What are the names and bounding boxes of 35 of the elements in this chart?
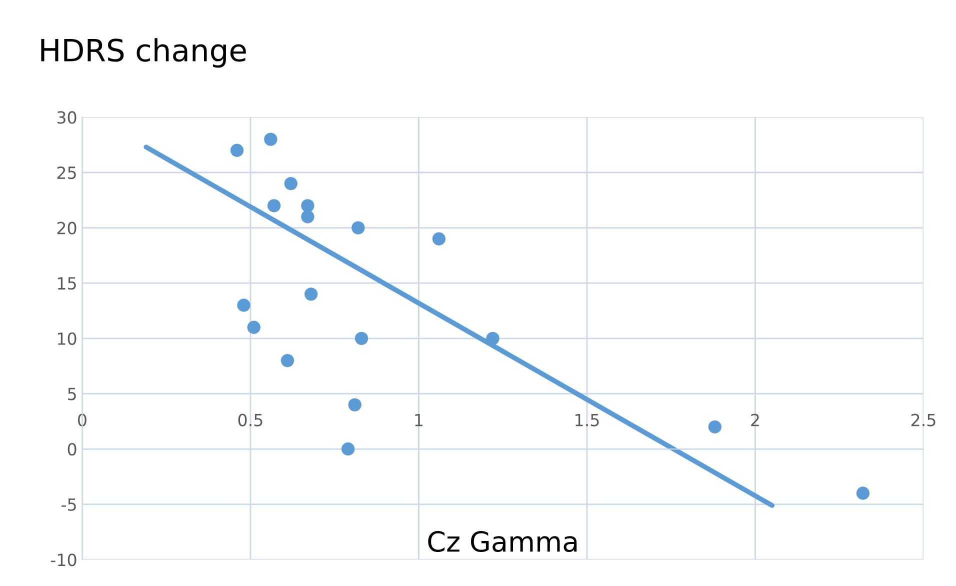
point — [230, 144, 244, 157]
x-tick-label: 1.5 — [576, 414, 599, 426]
y-tick-label: -5 — [62, 498, 76, 511]
point — [856, 486, 870, 500]
y-tick-label: 15 — [58, 277, 76, 290]
point — [432, 232, 446, 246]
chart-title: HDRS change — [41, 38, 246, 68]
x-axis-title: Cz Gamma — [428, 531, 577, 552]
point — [301, 199, 314, 212]
point — [486, 332, 500, 346]
y-tick-label: 30 — [57, 111, 76, 124]
y-tick-label: -10 — [50, 554, 76, 566]
point — [264, 132, 278, 146]
y-tick-label: 0 — [68, 442, 76, 456]
point — [348, 398, 362, 412]
point — [267, 199, 281, 212]
x-tick-label: 2 — [751, 414, 759, 426]
x-tick-label: 0 — [78, 414, 86, 426]
point — [304, 288, 318, 301]
point — [237, 298, 250, 312]
x-tick-label: 2.5 — [911, 414, 936, 426]
point — [284, 176, 298, 190]
point — [280, 354, 294, 368]
point — [352, 221, 365, 234]
point — [341, 442, 355, 456]
point — [247, 320, 260, 334]
point — [708, 420, 722, 434]
x-tick-label: 1 — [415, 414, 422, 426]
point — [354, 332, 368, 346]
x-tick-label: 0.5 — [238, 414, 262, 426]
point — [301, 210, 314, 224]
y-tick-label: 25 — [57, 166, 76, 180]
y-tick-label: 10 — [58, 332, 76, 345]
y-tick-label: 20 — [57, 222, 76, 234]
y-tick-label: 5 — [68, 388, 76, 400]
